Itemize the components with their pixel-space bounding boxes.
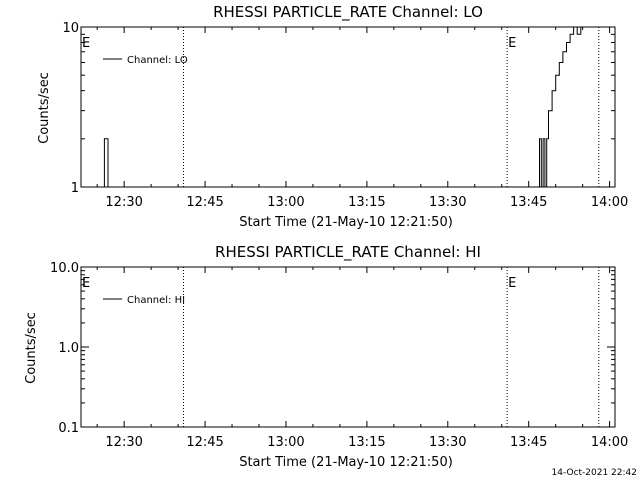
x-tick-label: 13:15 — [348, 435, 385, 450]
x-tick-label: 13:30 — [429, 435, 466, 450]
date-stamp: 14-Oct-2021 22:42 — [552, 468, 637, 478]
chart-title: RHESSI PARTICLE_RATE Channel: LO — [213, 3, 483, 22]
y-tick-label: 0.1 — [58, 421, 79, 436]
chart-title: RHESSI PARTICLE_RATE Channel: HI — [215, 243, 481, 262]
event-marker-label: E — [508, 276, 516, 291]
x-tick-label: 12:30 — [105, 435, 142, 450]
y-tick-label: 1.0 — [58, 341, 79, 356]
y-tick-label: 1 — [71, 181, 79, 196]
y-tick-label: 10 — [62, 21, 79, 36]
y-tick-label: 10.0 — [50, 261, 79, 276]
legend: Channel: HI — [103, 295, 185, 306]
series-line — [102, 26, 594, 188]
x-tick-label: 13:30 — [429, 195, 466, 210]
x-tick-label: 12:30 — [105, 195, 142, 210]
legend-label: Channel: HI — [127, 295, 185, 306]
x-axis-label: Start Time (21-May-10 12:21:50) — [239, 455, 453, 470]
chart-panel-hi: RHESSI PARTICLE_RATE Channel: HI Counts/… — [24, 243, 628, 470]
x-tick-label: 13:45 — [510, 195, 547, 210]
x-tick-label: 13:15 — [348, 195, 385, 210]
plot-frame — [80, 266, 616, 428]
chart-panel-lo: RHESSI PARTICLE_RATE Channel: LO Counts/… — [37, 3, 628, 230]
event-marker-label: E — [82, 36, 90, 51]
x-tick-label: 13:45 — [510, 435, 547, 450]
series-group — [102, 26, 594, 188]
y-axis-label: Counts/sec — [37, 72, 52, 144]
y-axis-label: Counts/sec — [24, 312, 39, 384]
x-tick-label: 12:45 — [186, 435, 223, 450]
x-axis-label: Start Time (21-May-10 12:21:50) — [239, 215, 453, 230]
ticks-group: 12:30 12:45 13:00 13:15 13:30 13:45 14:00 1 10 — [62, 21, 628, 210]
ticks-group: 12:30 12:45 13:00 13:15 13:30 13:45 14:00 0.1 1.… — [50, 261, 628, 450]
x-tick-label: 13:00 — [267, 195, 304, 210]
legend: Channel: LO — [103, 55, 188, 66]
x-tick-label: 14:00 — [591, 435, 628, 450]
x-tick-label: 12:45 — [186, 195, 223, 210]
event-marker-label: E — [82, 276, 90, 291]
x-tick-label: 14:00 — [591, 195, 628, 210]
plot-frame — [80, 26, 616, 188]
legend-label: Channel: LO — [127, 55, 188, 66]
event-marker-label: E — [508, 36, 516, 51]
x-tick-label: 13:00 — [267, 435, 304, 450]
